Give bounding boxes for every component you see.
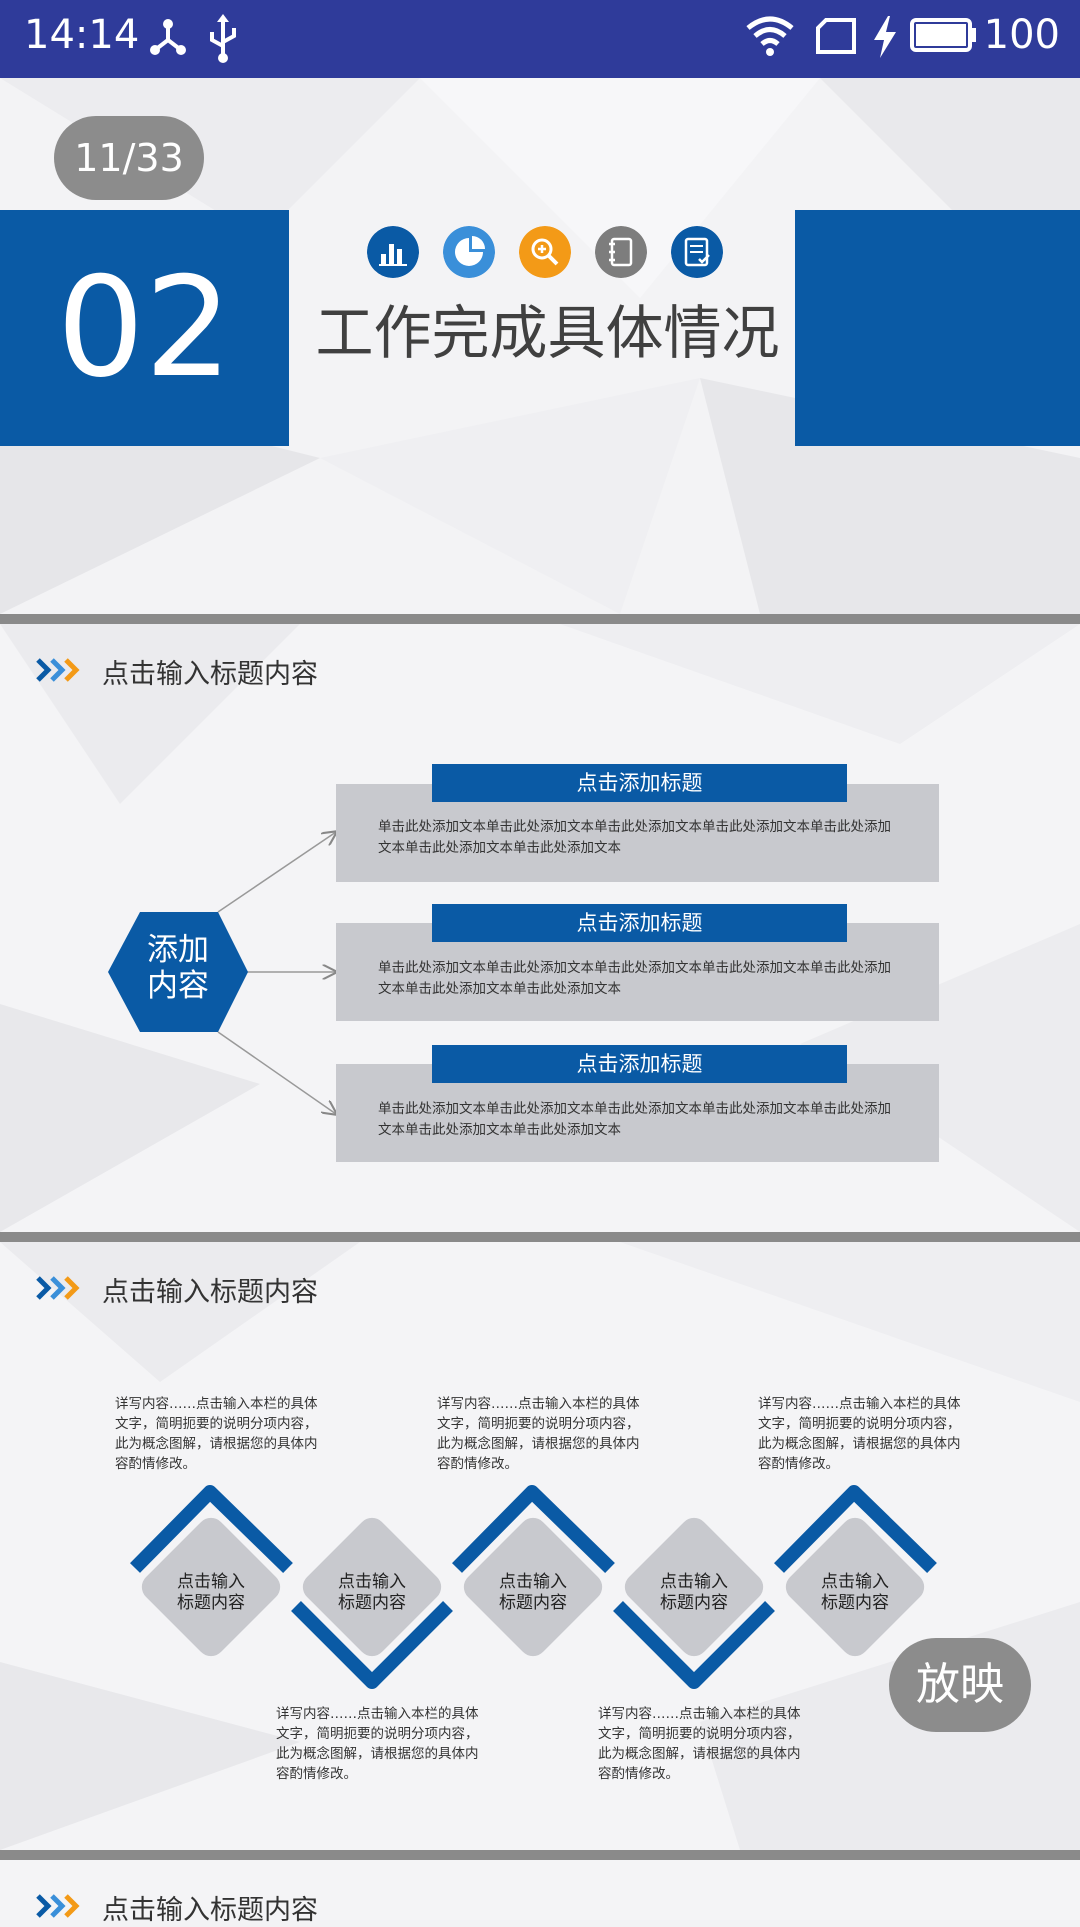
zoom-in-icon: [519, 226, 571, 278]
wifi-icon: [746, 16, 794, 56]
description-text[interactable]: 详写内容……点击输入本栏的具体文字，简明扼要的说明分项内容，此为概念图解，请根据…: [276, 1706, 479, 1782]
diamond-label[interactable]: 点击输入 标题内容: [151, 1572, 271, 1614]
hexagon-label-line: 内容: [147, 968, 209, 1004]
charging-icon: [874, 16, 896, 58]
diamond-label[interactable]: 点击输入 标题内容: [795, 1572, 915, 1614]
usb-icon: [210, 14, 236, 63]
diamond-label-line: 标题内容: [499, 1593, 567, 1613]
battery-icon: [910, 18, 976, 52]
diamond-label-line: 标题内容: [660, 1593, 728, 1613]
card-body[interactable]: 单击此处添加文本单击此处添加文本单击此处添加文本单击此处添加文本单击此处添加文本…: [378, 1101, 891, 1138]
chevron-right-icon: [36, 1276, 80, 1300]
diamond-shape: [141, 1517, 281, 1657]
slide-title: 点击输入标题内容: [102, 1895, 318, 1926]
description-text[interactable]: 详写内容……点击输入本栏的具体文字，简明扼要的说明分项内容，此为概念图解，请根据…: [758, 1396, 961, 1472]
slide-4[interactable]: [0, 1860, 1080, 1920]
diamond-label-line: 点击输入: [177, 1572, 245, 1592]
description-text[interactable]: 详写内容……点击输入本栏的具体文字，简明扼要的说明分项内容，此为概念图解，请根据…: [437, 1396, 640, 1472]
diamond-label-line: 标题内容: [821, 1593, 889, 1613]
diamond-label-line: 点击输入: [338, 1572, 406, 1592]
slide-title: 点击输入标题内容: [102, 1277, 318, 1308]
diamond-shape: [463, 1517, 603, 1657]
description-text[interactable]: 详写内容……点击输入本栏的具体文字，简明扼要的说明分项内容，此为概念图解，请根据…: [115, 1396, 318, 1472]
card-title[interactable]: 点击添加标题: [432, 1045, 847, 1083]
description-text[interactable]: 详写内容……点击输入本栏的具体文字，简明扼要的说明分项内容，此为概念图解，请根据…: [598, 1706, 801, 1782]
chevron-right-icon: [36, 1894, 80, 1918]
hexagon-node: [108, 912, 248, 1032]
diamond-label-line: 点击输入: [660, 1572, 728, 1592]
diamond-shape: [302, 1517, 442, 1657]
slide-divider: [0, 1232, 1080, 1242]
card-body[interactable]: 单击此处添加文本单击此处添加文本单击此处添加文本单击此处添加文本单击此处添加文本…: [378, 819, 891, 856]
right-accent-block: [795, 210, 1080, 446]
checklist-icon: [671, 226, 723, 278]
diamond-label-line: 点击输入: [499, 1572, 567, 1592]
diamond-label[interactable]: 点击输入 标题内容: [312, 1572, 432, 1614]
status-bar: 14:14 100: [0, 0, 1080, 78]
card-title[interactable]: 点击添加标题: [432, 764, 847, 802]
bar-chart-icon: [367, 226, 419, 278]
slide-divider: [0, 1850, 1080, 1860]
notebook-icon: [595, 226, 647, 278]
hexagon-label-line: 添加: [147, 932, 209, 968]
card-title[interactable]: 点击添加标题: [432, 904, 847, 942]
hexagon-label: 添加 内容: [108, 932, 248, 1004]
section-number: 02: [56, 247, 233, 408]
share-icon: [150, 19, 186, 55]
battery-level: 100: [983, 12, 1060, 58]
diamond-shape: [785, 1517, 925, 1657]
status-time: 14:14: [24, 12, 140, 58]
slide-counter-badge: 11/33: [54, 116, 204, 200]
diamond-label[interactable]: 点击输入 标题内容: [473, 1572, 593, 1614]
cover-title: 工作完成具体情况: [315, 299, 780, 367]
diamond-label-line: 标题内容: [338, 1593, 406, 1613]
diamond-label-line: 标题内容: [177, 1593, 245, 1613]
sim-card-icon: [816, 18, 856, 54]
slide-title: 点击输入标题内容: [102, 659, 318, 690]
diamond-label-line: 点击输入: [821, 1572, 889, 1592]
diamond-label[interactable]: 点击输入 标题内容: [634, 1572, 754, 1614]
chevron-right-icon: [36, 658, 80, 682]
pie-chart-icon: [443, 226, 495, 278]
diamond-shape: [624, 1517, 764, 1657]
number-block: [0, 210, 289, 446]
slide-divider: [0, 614, 1080, 624]
card-body[interactable]: 单击此处添加文本单击此处添加文本单击此处添加文本单击此处添加文本单击此处添加文本…: [378, 960, 891, 997]
play-slideshow-button[interactable]: 放映: [889, 1638, 1031, 1732]
